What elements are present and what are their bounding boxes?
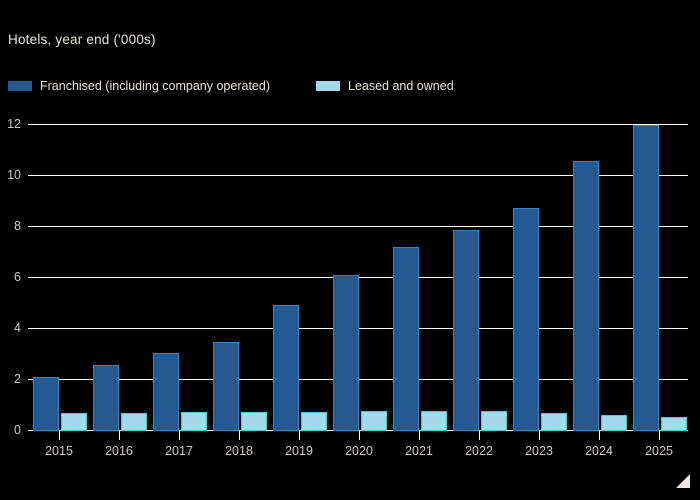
gridline-10: 10 [7,168,688,182]
x-tick-2022 [479,431,480,440]
bar-franchised-2019[interactable] [273,304,299,431]
x-axis: 2015 2016 2017 2018 2019 2020 2021 2022 2023 2024… [28,431,688,471]
bar-group-2018 [208,125,268,431]
y-tick-label-0: 0 [14,423,21,437]
chart-legend: Franchised (including company operated) … [8,78,454,94]
y-tick-label-8: 8 [14,219,21,233]
bar-franchised-2021[interactable] [393,247,419,431]
bar-franchised-2025[interactable] [633,125,659,431]
x-tick-2020 [359,431,360,440]
y-tick-label-4: 4 [14,321,21,335]
x-axis-group-2024: 2024 [568,431,628,471]
x-tick-label-2023: 2023 [525,444,553,458]
bar-leased-2016[interactable] [121,412,147,431]
x-tick-label-2019: 2019 [285,444,313,458]
bar-franchised-2016[interactable] [93,364,119,431]
legend-swatch-franchised [8,81,32,91]
bar-leased-2020[interactable] [361,411,387,431]
x-axis-group-2023: 2023 [508,431,568,471]
x-tick-label-2015: 2015 [45,444,73,458]
plot-area: 0 2 4 6 8 10 12 [7,117,688,437]
x-axis-group-2015: 2015 [28,431,88,471]
bar-leased-2015[interactable] [61,412,87,431]
legend-item-franchised[interactable]: Franchised (including company operated) [8,78,270,94]
bar-group-2021 [388,125,448,431]
bar-franchised-2015[interactable] [33,377,59,431]
x-tick-label-2021: 2021 [405,444,433,458]
x-tick-label-2022: 2022 [465,444,493,458]
x-tick-label-2018: 2018 [225,444,253,458]
bar-leased-2025[interactable] [661,416,687,431]
bar-leased-2022[interactable] [481,411,507,431]
x-tick-2015 [59,431,60,440]
legend-label-franchised: Franchised (including company operated) [40,79,270,93]
x-axis-group-2019: 2019 [268,431,328,471]
bar-leased-2018[interactable] [241,411,267,431]
bar-group-2023 [508,125,568,431]
bar-leased-2024[interactable] [601,415,627,431]
x-axis-group-2021: 2021 [388,431,448,471]
bar-group-2024 [568,125,628,431]
y-tick-label-12: 12 [7,117,21,131]
x-tick-label-2016: 2016 [105,444,133,458]
x-tick-label-2017: 2017 [165,444,193,458]
bar-group-2025 [628,125,688,431]
x-axis-group-2025: 2025 [628,431,688,471]
bar-leased-2023[interactable] [541,413,567,431]
bar-franchised-2018[interactable] [213,341,239,431]
x-axis-group-2020: 2020 [328,431,388,471]
chart-title: Hotels, year end ('000s) [8,32,156,47]
y-tick-label-10: 10 [7,168,21,182]
x-tick-2025 [659,431,660,440]
y-tick-label-6: 6 [14,270,21,284]
x-tick-2021 [419,431,420,440]
x-tick-2019 [299,431,300,440]
bar-group-2015 [28,125,88,431]
corner-triangle-icon [676,474,690,488]
legend-item-leased[interactable]: Leased and owned [316,78,454,94]
bar-group-2019 [268,125,328,431]
bar-group-2016 [88,125,148,431]
x-tick-label-2020: 2020 [345,444,373,458]
bar-group-2022 [448,125,508,431]
x-axis-group-2016: 2016 [88,431,148,471]
bar-group-2017 [148,125,208,431]
legend-label-leased: Leased and owned [348,79,454,93]
x-tick-2016 [119,431,120,440]
bar-franchised-2023[interactable] [513,207,539,431]
x-axis-group-2017: 2017 [148,431,208,471]
bar-franchised-2020[interactable] [333,275,359,431]
bar-franchised-2017[interactable] [153,353,179,431]
bar-group-2020 [328,125,388,431]
bar-franchised-2024[interactable] [573,160,599,431]
bar-leased-2019[interactable] [301,412,327,431]
x-axis-group-2022: 2022 [448,431,508,471]
bar-leased-2017[interactable] [181,412,207,431]
legend-swatch-leased [316,81,340,91]
x-axis-group-2018: 2018 [208,431,268,471]
x-tick-label-2024: 2024 [585,444,613,458]
y-tick-label-2: 2 [14,372,21,386]
x-tick-label-2025: 2025 [645,444,673,458]
bar-groups [28,125,688,431]
gridline-12: 12 [7,117,688,131]
bar-leased-2021[interactable] [421,411,447,431]
bar-franchised-2022[interactable] [453,229,479,431]
x-tick-2023 [539,431,540,440]
gridline-8: 8 [14,219,688,233]
x-tick-2024 [599,431,600,440]
x-tick-2017 [179,431,180,440]
x-tick-2018 [239,431,240,440]
